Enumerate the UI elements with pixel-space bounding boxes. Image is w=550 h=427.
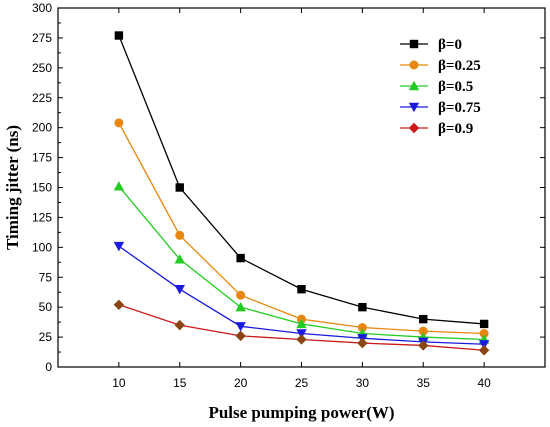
legend-marker [408,102,420,113]
data-point [235,301,246,312]
legend-item: β=0 [400,37,462,53]
series [113,31,490,356]
y-tick-label: 150 [32,181,52,195]
data-point [296,318,307,329]
data-point [296,329,307,339]
series-1 [114,118,489,338]
y-tick-label: 225 [32,91,52,105]
y-tick-label: 275 [32,31,52,45]
data-point [235,322,246,332]
data-point [236,253,245,263]
legend: β=0 β=0.25 β=0.5 β=0.75 β=0.9 [400,37,481,137]
legend-item: β=0.25 [400,58,481,74]
y-tick-label: 50 [39,300,53,314]
legend-item: β=0.75 [400,100,481,116]
data-point [478,345,490,356]
legend-item: β=0.9 [400,121,473,137]
data-point [418,340,429,351]
data-point [114,118,124,128]
legend-label: β=0.25 [438,58,481,74]
data-point [175,183,184,192]
ticks: 0 25 50 75 100 125 150 175 200 225 250 275 300 10 15 20… [32,1,545,390]
y-tick-label: 175 [32,151,52,165]
data-point [113,181,125,191]
x-tick-label: 25 [295,376,309,390]
legend-marker [409,60,419,70]
data-point [357,337,368,349]
legend-marker [408,122,420,134]
data-point [174,285,185,295]
y-tick-label: 300 [32,1,52,15]
x-tick-label: 40 [477,376,491,390]
data-point [114,31,124,40]
legend-marker [409,39,419,49]
series-line [118,35,485,325]
y-tick-label: 75 [39,270,53,284]
data-point [174,254,185,264]
x-tick-label: 20 [234,376,248,390]
series-line [118,122,485,335]
data-point [296,334,307,345]
y-tick-label: 25 [39,330,53,344]
data-point [419,314,428,324]
y-tick-label: 100 [32,240,52,254]
y-tick-label: 200 [32,121,52,135]
legend-marker [408,80,420,91]
x-tick-label: 30 [356,376,370,390]
data-point [479,328,489,338]
legend-item: β=0.5 [400,79,473,95]
data-point [357,323,367,333]
data-point [418,326,428,336]
legend-label: β=0.75 [438,100,481,116]
legend-label: β=0.9 [438,121,473,137]
y-tick-label: 0 [45,360,52,374]
legend-label: β=0 [438,37,462,53]
data-point [174,319,185,331]
series-3 [113,241,490,350]
data-point [113,241,125,252]
data-point [297,285,306,294]
x-axis-title: Pulse pumping power(W) [208,403,394,422]
series-0 [114,31,489,329]
y-tick-label: 250 [32,61,52,75]
x-tick-label: 35 [417,376,431,390]
series-4 [113,299,490,356]
data-point [358,302,367,312]
data-point [235,330,246,342]
data-point [478,340,490,350]
legend-label: β=0.5 [438,79,473,95]
data-point [113,299,125,310]
y-tick-label: 125 [32,210,52,224]
data-point [175,230,185,240]
y-axis-title: Timing jitter (ns) [3,125,22,250]
data-point [236,290,246,300]
x-tick-label: 10 [112,376,126,390]
data-point [479,319,489,329]
x-tick-label: 15 [173,376,187,390]
